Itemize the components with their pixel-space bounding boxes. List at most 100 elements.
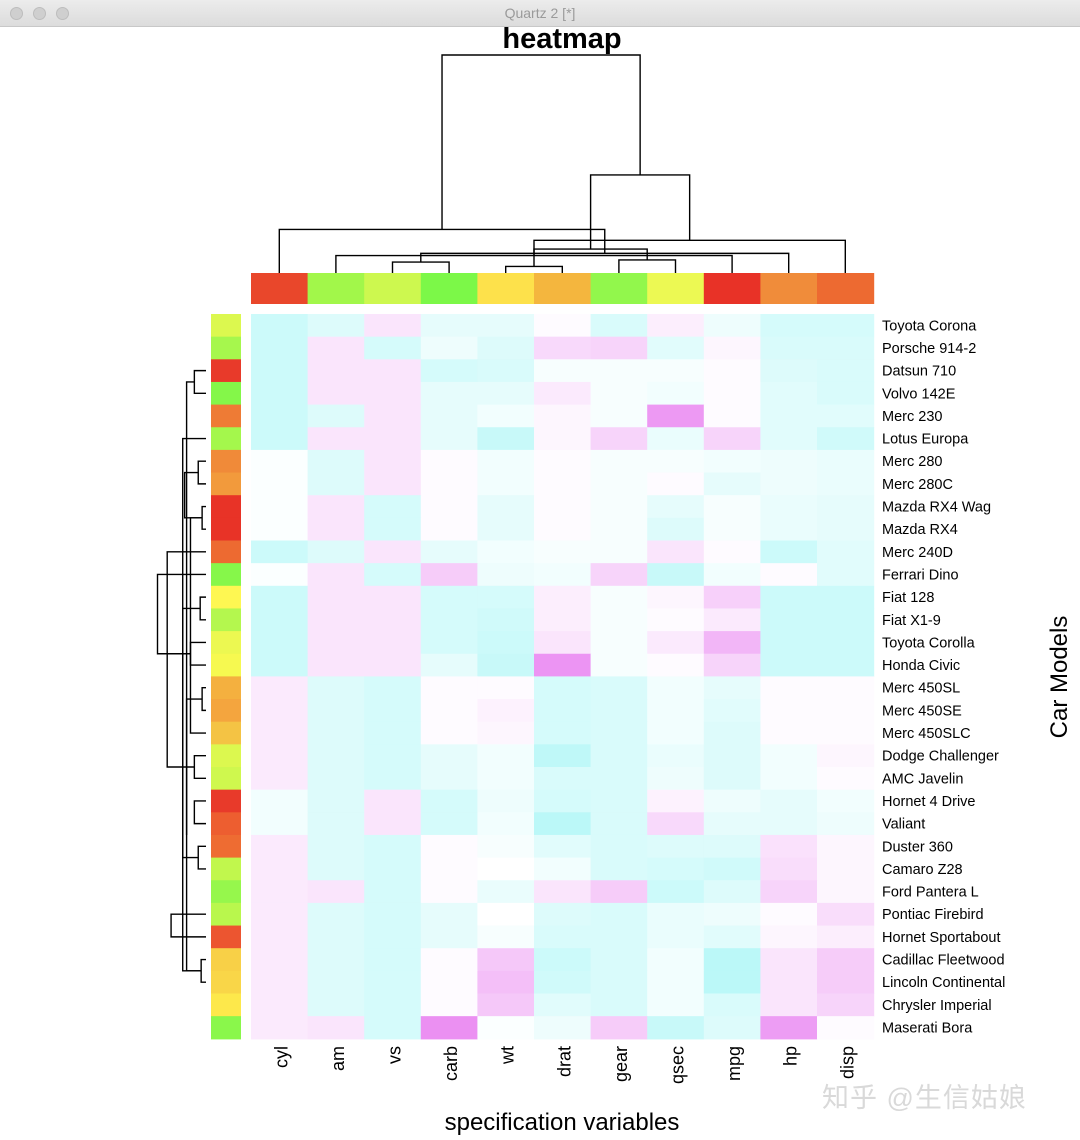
row-label: Fiat X1-9 [882,613,941,629]
heatmap-cell [703,902,761,927]
heatmap-cell [590,653,648,677]
heatmap-cell [817,789,875,813]
heatmap-cell [251,948,309,972]
heatmap-cell [703,449,761,474]
heatmap-cell [251,563,309,587]
heatmap-cell [647,880,705,904]
row-label: Dodge Challenger [882,749,999,765]
row-side-color [211,834,241,859]
row-side-color [211,359,241,383]
heatmap-cell [817,381,875,406]
heatmap-cell [590,336,648,360]
heatmap-cell [420,404,478,428]
minimize-window-button[interactable] [33,7,46,20]
heatmap-cell [364,314,422,338]
row-label: Chrysler Imperial [882,998,992,1014]
heatmap-cell [647,948,705,972]
row-dendrogram-branch [182,437,206,972]
heatmap-cell [477,812,535,836]
heatmap-cell [307,359,365,383]
window-titlebar: Quartz 2 [*] [0,0,1080,27]
heatmap-cell [647,563,705,587]
heatmap-cell [420,721,478,745]
heatmap-cell [817,517,875,542]
heatmap-cell [647,789,705,813]
column-label: drat [554,1046,574,1077]
row-dendrogram-branch [156,573,206,655]
heatmap-cell [590,676,648,700]
watermark: 知乎 @生信姑娘 [822,1083,1027,1113]
heatmap-cell [817,540,875,564]
heatmap-cell [760,1016,818,1040]
heatmap-cell [534,767,592,791]
row-side-color [211,585,241,610]
heatmap-cell [703,314,761,338]
heatmap-cell [477,359,535,383]
heatmap-cell [760,359,818,383]
heatmap-cell [647,608,705,632]
heatmap-cell [420,314,478,338]
row-dendrogram-branch [193,800,206,825]
heatmap-cell [364,880,422,904]
heatmap-cell [760,563,818,587]
heatmap-cell [364,381,422,406]
heatmap-cell [364,517,422,542]
heatmap-cell [364,812,422,836]
row-label: Valiant [882,817,925,833]
x-axis-label: specification variables [445,1109,680,1136]
heatmap-cell [420,449,478,474]
heatmap-cell [590,925,648,949]
heatmap-cell [647,925,705,949]
heatmap-cell [534,676,592,700]
heatmap-cell [420,970,478,995]
heatmap-cell [760,970,818,995]
zoom-window-button[interactable] [56,7,69,20]
column-side-color [420,273,478,304]
heatmap-cell [364,540,422,564]
row-side-color [211,449,241,474]
column-side-color [364,273,422,304]
heatmap-cell [534,427,592,451]
heatmap-cell [420,517,478,542]
heatmap-cell [251,970,309,995]
heatmap-cell [251,857,309,881]
heatmap-cell [251,427,309,451]
heatmap-cell [817,608,875,632]
column-dendrogram-branch [589,174,691,250]
row-label: Ford Pantera L [882,885,979,901]
row-label: Maserati Bora [882,1020,973,1036]
heatmap-cell [590,857,648,881]
row-label: Merc 240D [882,545,953,561]
heatmap-cell [307,880,365,904]
row-dendrogram-branch [201,687,206,712]
heatmap-cell [534,880,592,904]
heatmap-cell [760,449,818,474]
heatmap-cell [251,404,309,428]
heatmap-cell [817,812,875,836]
heatmap-cell [477,789,535,813]
heatmap-cell [534,902,592,927]
row-label: Fiat 128 [882,590,934,606]
heatmap-cell [760,902,818,927]
heatmap-cell [364,359,422,383]
heatmap-cell [251,608,309,632]
row-label: Pontiac Firebird [882,907,984,923]
heatmap-cell [420,676,478,700]
heatmap-cell [477,744,535,768]
close-window-button[interactable] [10,7,23,20]
heatmap-cell [590,948,648,972]
column-label: wt [498,1046,518,1065]
column-dendrogram-branch [533,248,648,267]
heatmap-cell [534,789,592,813]
heatmap-cell [534,585,592,610]
heatmap-cell [590,495,648,519]
heatmap-cell [590,789,648,813]
heatmap-cell [307,721,365,745]
heatmap-cell [307,314,365,338]
heatmap-cell [647,834,705,859]
heatmap-cell [817,472,875,496]
column-side-color [307,273,365,304]
column-label: mpg [724,1046,744,1081]
heatmap-cell [477,948,535,972]
heatmap-cell [420,381,478,406]
